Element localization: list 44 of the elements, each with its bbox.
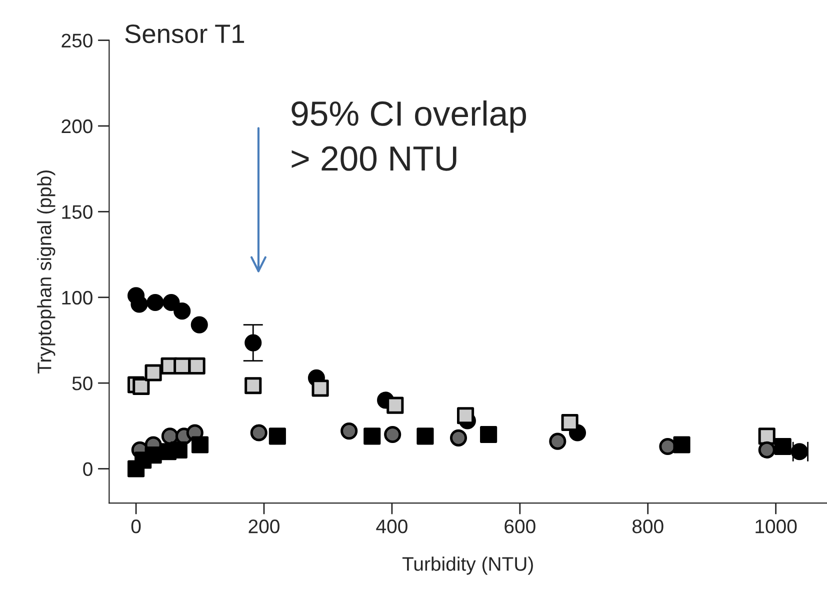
point bbox=[774, 438, 792, 456]
point bbox=[162, 294, 180, 312]
point bbox=[673, 436, 690, 454]
y-tick-label: 200 bbox=[62, 119, 92, 134]
point bbox=[190, 316, 208, 334]
x-tick-label: 1000 bbox=[756, 520, 797, 534]
point bbox=[549, 432, 566, 450]
y-tick-label: 100 bbox=[62, 290, 92, 305]
y-tick-label: 50 bbox=[72, 376, 92, 390]
point bbox=[170, 441, 188, 458]
x-tick-label: 200 bbox=[248, 520, 280, 534]
point bbox=[386, 396, 404, 414]
point bbox=[188, 357, 206, 374]
point bbox=[384, 426, 402, 444]
chart-title: Sensor T1 bbox=[125, 24, 244, 44]
point bbox=[132, 378, 150, 396]
annotation: 95% CI overlap > 200 NTU bbox=[292, 100, 526, 171]
y-axis-title: Tryptophan signal (ppb) bbox=[37, 170, 56, 374]
point bbox=[450, 429, 468, 446]
y-tick-label: 150 bbox=[62, 205, 92, 219]
point bbox=[174, 302, 191, 320]
x-tick-label: 600 bbox=[504, 520, 536, 534]
point bbox=[144, 364, 162, 382]
point bbox=[130, 296, 148, 313]
point bbox=[561, 414, 578, 432]
point bbox=[312, 380, 329, 397]
point bbox=[244, 377, 262, 394]
point bbox=[456, 407, 474, 424]
x-tick-label: 400 bbox=[376, 520, 408, 534]
point bbox=[244, 334, 262, 352]
x-tick-label: 800 bbox=[632, 520, 664, 534]
y-tick-label: 0 bbox=[83, 462, 92, 476]
y-tick-label: 250 bbox=[62, 34, 92, 48]
x-tick-label: 0 bbox=[131, 520, 141, 534]
point bbox=[250, 424, 268, 442]
point bbox=[480, 426, 498, 444]
point bbox=[340, 422, 358, 440]
x-axis-title: Turbidity (NTU) bbox=[402, 556, 533, 575]
point bbox=[268, 428, 286, 445]
point bbox=[146, 294, 164, 312]
point bbox=[364, 428, 381, 445]
point bbox=[758, 441, 776, 458]
point bbox=[416, 428, 434, 445]
point bbox=[191, 436, 209, 454]
